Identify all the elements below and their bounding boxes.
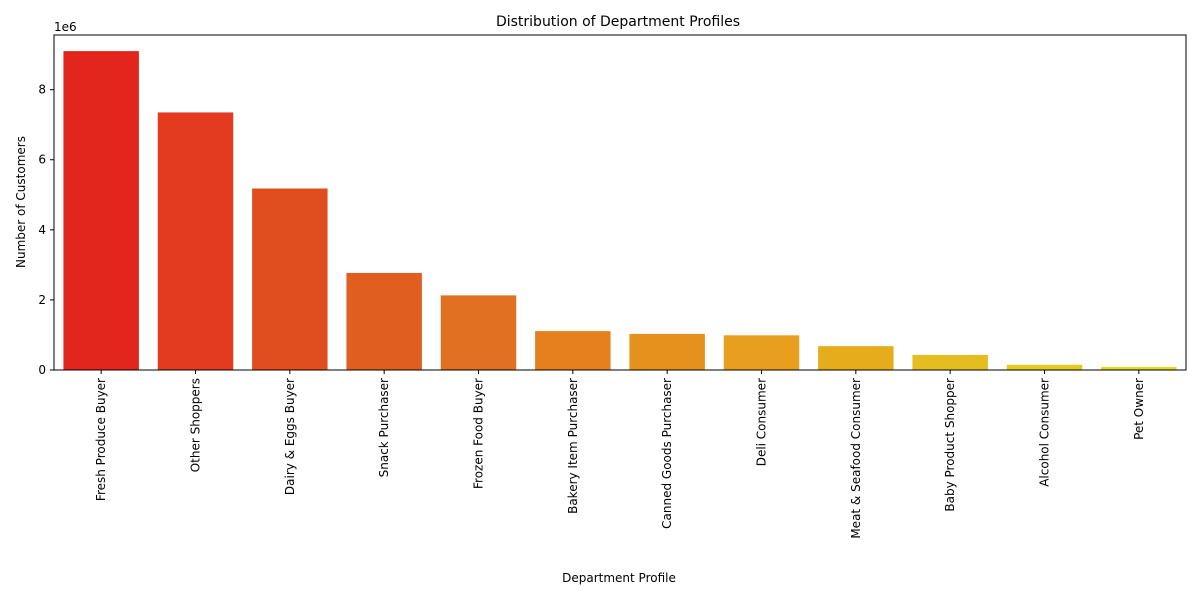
x-tick-label: Dairy & Eggs Buyer [283, 378, 297, 495]
y-tick-label: 8 [38, 83, 46, 97]
y-axis-offset-label: 1e6 [54, 20, 77, 34]
bar [1101, 366, 1177, 370]
chart-title: Distribution of Department Profiles [496, 14, 740, 30]
bar [535, 331, 611, 370]
bars-group [63, 51, 1177, 370]
bar [912, 354, 988, 370]
bar [1006, 364, 1083, 370]
x-ticks-group: Fresh Produce Buyer Other Shoppers Dairy &… [94, 370, 1146, 539]
bar [157, 112, 234, 370]
y-tick-label: 4 [38, 223, 46, 237]
bar [440, 295, 517, 370]
bar [252, 188, 328, 370]
y-axis-label: Number of Customers [14, 136, 28, 268]
axes-frame [53, 34, 1187, 371]
x-tick-label: Deli Consumer [755, 378, 769, 466]
y-ticks-group: 0 2 4 6 8 [38, 83, 54, 377]
x-tick-label: Canned Goods Purchaser [660, 378, 674, 529]
x-tick-label: Fresh Produce Buyer [94, 378, 108, 501]
x-tick-label: Snack Purchaser [377, 378, 391, 477]
y-tick-label: 6 [38, 153, 46, 167]
x-tick-label: Meat & Seafood Consumer [849, 378, 863, 539]
x-tick-label: Other Shoppers [189, 378, 203, 472]
x-tick-label: Bakery Item Purchaser [566, 378, 580, 514]
y-tick-label: 0 [38, 363, 46, 377]
y-tick-label: 2 [38, 293, 46, 307]
bar [63, 51, 139, 370]
bar [723, 335, 800, 370]
bar [629, 333, 705, 370]
x-tick-label: Alcohol Consumer [1038, 378, 1052, 487]
bar [346, 272, 422, 370]
x-tick-label: Baby Product Shopper [943, 378, 957, 512]
x-axis-label: Department Profile [562, 571, 676, 585]
x-tick-label: Pet Owner [1132, 378, 1146, 440]
x-tick-label: Frozen Food Buyer [472, 378, 486, 489]
bar [818, 346, 894, 370]
